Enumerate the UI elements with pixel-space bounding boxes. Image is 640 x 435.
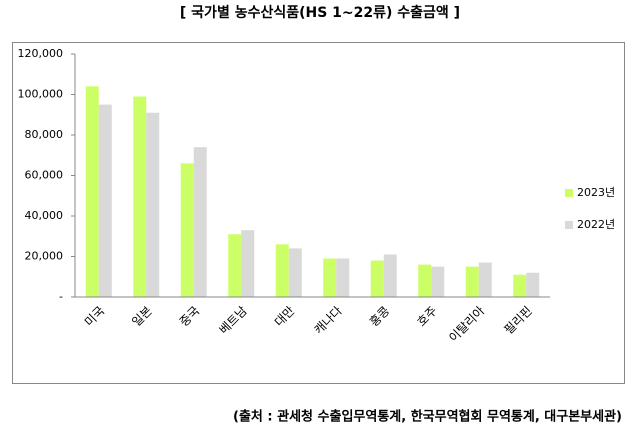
bar: [323, 258, 337, 297]
y-tick-label: -: [59, 290, 63, 303]
bar: [465, 266, 479, 297]
y-tick-label: 60,000: [25, 169, 64, 182]
x-tick-label: 이탈리아: [446, 304, 487, 345]
y-tick-label: 100,000: [18, 88, 64, 101]
chart-frame: [12, 42, 625, 384]
bar: [513, 274, 527, 297]
x-tick-label: 홍콩: [367, 304, 393, 330]
x-tick-label: 호주: [414, 304, 440, 330]
x-tick-label: 베트남: [217, 304, 250, 337]
source-note: (출처 : 관세청 수출입무역통계, 한국무역협회 무역통계, 대구본부세관): [233, 409, 622, 425]
x-tick-label: 일본: [129, 304, 155, 330]
bar: [228, 234, 242, 297]
bar: [526, 272, 540, 297]
y-tick-label: 20,000: [25, 250, 64, 263]
x-tick-label: 필리핀: [502, 304, 535, 337]
bar: [478, 262, 492, 297]
bar: [288, 248, 302, 297]
bar: [418, 264, 432, 297]
chart-title: [ 국가별 농수산식품(HS 1~22류) 수출금액 ]: [180, 4, 460, 21]
bar: [241, 230, 255, 297]
bar: [336, 258, 350, 297]
bar: [85, 86, 99, 298]
legend-label: 2023년: [577, 186, 615, 199]
bar: [133, 96, 147, 298]
y-tick-label: 120,000: [18, 47, 64, 60]
bar: [383, 254, 397, 297]
bar: [180, 163, 194, 297]
x-tick-label: 미국: [82, 304, 108, 330]
legend-swatch: [565, 221, 573, 229]
bar: [431, 266, 445, 297]
bar: [146, 112, 160, 297]
x-tick-label: 캐나다: [312, 304, 345, 337]
y-tick-label: 40,000: [25, 209, 64, 222]
x-tick-label: 중국: [177, 304, 203, 330]
bar: [370, 260, 384, 297]
bar: [193, 147, 207, 297]
legend-label: 2022년: [577, 218, 615, 231]
x-tick-label: 대만: [272, 304, 298, 330]
bar: [275, 244, 289, 297]
legend-swatch: [565, 189, 573, 197]
y-tick-label: 80,000: [25, 128, 64, 141]
bar: [98, 104, 112, 297]
